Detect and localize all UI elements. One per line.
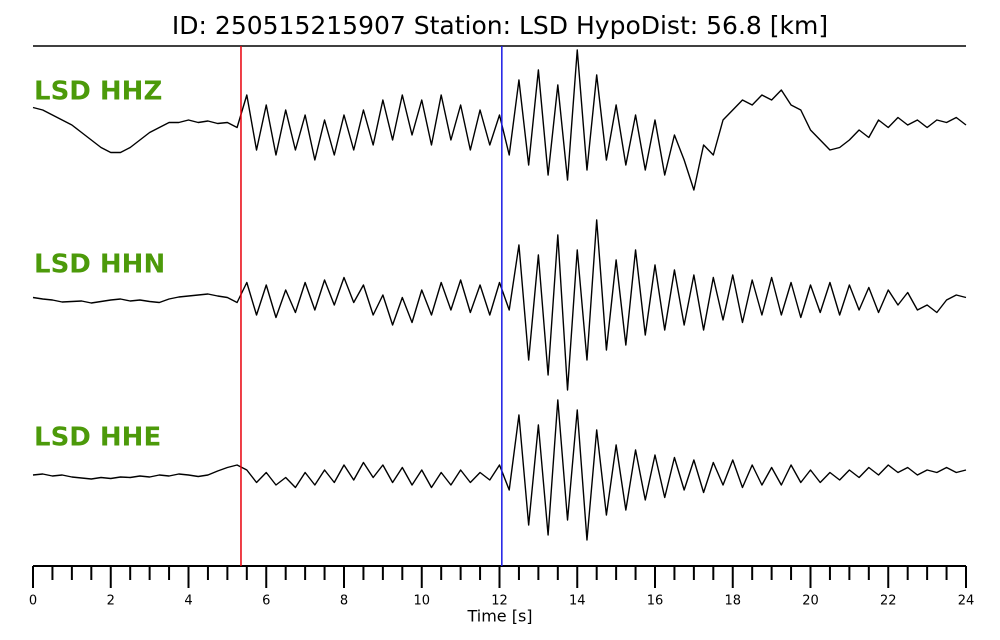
x-tick-label: 2 xyxy=(107,594,115,609)
x-tick-label: 18 xyxy=(724,594,741,609)
x-tick-label: 4 xyxy=(184,594,192,609)
waveform xyxy=(32,49,967,191)
x-tick-label: 22 xyxy=(880,594,897,609)
x-tick-label: 12 xyxy=(491,594,508,609)
x-tick-label: 10 xyxy=(413,594,430,609)
waveform xyxy=(32,219,967,391)
x-tick-label: 8 xyxy=(340,594,348,609)
x-tick-label: 16 xyxy=(647,594,664,609)
x-tick-label: 0 xyxy=(29,594,37,609)
waveform xyxy=(32,399,967,541)
trace-label: LSD HHN xyxy=(34,250,165,280)
x-tick-label: 24 xyxy=(958,594,975,609)
x-axis-label: Time [s] xyxy=(466,607,532,626)
x-tick-label: 6 xyxy=(262,594,270,609)
trace-label: LSD HHE xyxy=(34,423,161,453)
x-tick-label: 20 xyxy=(802,594,819,609)
trace-label: LSD HHZ xyxy=(34,77,162,107)
x-tick-label: 14 xyxy=(569,594,586,609)
chart-title: ID: 250515215907 Station: LSD HypoDist: … xyxy=(172,11,828,40)
